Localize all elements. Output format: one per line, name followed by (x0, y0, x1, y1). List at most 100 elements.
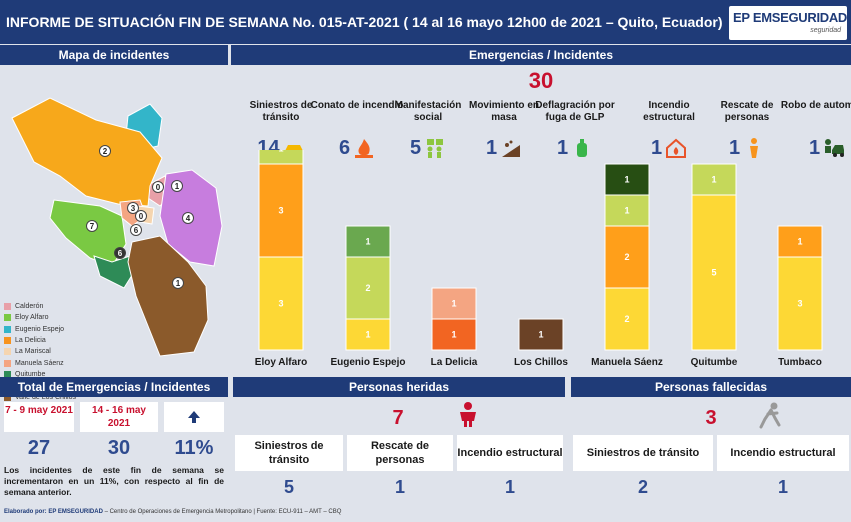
heridas-panel: 7 Siniestros de tránsito 5 Rescate de pers… (233, 397, 565, 502)
arrow-up-icon (188, 411, 200, 423)
bar-segment (258, 150, 304, 165)
category-label: Manifestación social (394, 100, 462, 123)
bar-segment (345, 318, 391, 351)
total-note: Los incidentes de este fin de semana se … (4, 465, 224, 497)
legend-label: La Mariscal (15, 348, 51, 356)
legend-swatch (4, 393, 11, 401)
heridas-col-value: 1 (504, 477, 515, 497)
legend-item: Calderón (4, 301, 76, 312)
landslide-icon (502, 140, 521, 157)
legend-swatch (4, 337, 11, 345)
category-count-cell: 1 (528, 135, 622, 161)
category-label: Conato de incendio (310, 100, 404, 111)
category-count: 1 (728, 136, 741, 159)
map-marker: 0 (152, 181, 164, 193)
heridas-total: 7 (392, 407, 404, 429)
category-count: 1 (485, 136, 498, 159)
map-region-la-delicia (11, 97, 163, 207)
category-count-cell: 1 (780, 135, 851, 161)
legend-swatch (4, 303, 11, 311)
footer-prefix: Elaborado por: EP EMSEGURIDAD (4, 509, 103, 515)
bar-data-label: 1 (451, 330, 456, 340)
legend-label: La Delicia (15, 337, 46, 345)
period-2: 14 - 16 may 2021 (80, 402, 158, 432)
fallecidas-panel: 3 Siniestros de tránsito 2 Incendio estruc… (571, 397, 851, 502)
bar-data-label: 5 (711, 268, 716, 278)
total-panel: 7 - 9 may 2021 14 - 16 may 2021 27 30 11… (0, 397, 228, 502)
bar-data-label: 1 (278, 150, 283, 154)
bar-segment (258, 256, 304, 351)
brand-logo: EP EMSEGURIDAD seguridad (729, 6, 847, 40)
bar-data-label: 1 (538, 330, 543, 340)
category-label: Deflagración por fuga de GLP (535, 100, 615, 123)
legend-item: Eloy Alfaro (4, 312, 76, 323)
bar-segment (777, 225, 823, 258)
bar-data-label: 2 (624, 252, 629, 262)
stacked-bar-chart: 3 3 1 1 2 1 1 1 1 2 2 1 1 5 1 3 1 (258, 150, 823, 351)
bar-segment (518, 318, 564, 351)
legend-label: Eugenio Espejo (15, 325, 65, 333)
fallecidas-col-label: Incendio estructural (717, 435, 849, 471)
legend-swatch (4, 314, 11, 322)
x-axis-label: Eugenio Espejo (330, 357, 406, 368)
fallecidas-col-value: 1 (777, 477, 788, 497)
brand-subtitle: seguridad (810, 27, 841, 34)
value-1: 27 (27, 437, 51, 459)
category-count: 1 (808, 136, 821, 159)
map-marker: 6 (114, 247, 126, 259)
fallecidas-title: Personas fallecidas (571, 377, 851, 397)
report-header: INFORME DE SITUACIÓN FIN DE SEMANA No. 0… (0, 0, 851, 44)
bar-data-label: 1 (624, 206, 629, 216)
bar-segment (431, 318, 477, 351)
report-footer: Elaborado por: EP EMSEGURIDAD – Centro d… (0, 504, 851, 522)
report-title: INFORME DE SITUACIÓN FIN DE SEMANA No. 0… (6, 14, 723, 30)
map-marker: 1 (172, 277, 184, 289)
x-axis-label: Manuela Sáenz (591, 357, 663, 368)
map-title: Mapa de incidentes (0, 45, 228, 65)
map-marker: 2 (99, 145, 111, 157)
fallen-person-icon (759, 402, 781, 429)
legend-item: Manuela Sáenz (4, 357, 76, 368)
footer-text: – Centro de Operaciones de Emergencia Me… (102, 509, 342, 515)
map-marker: 7 (86, 220, 98, 232)
legend-label: Valle de Los Chillos (15, 393, 76, 401)
category-count-cell: 1 (457, 135, 551, 161)
bar-segment (431, 287, 477, 320)
legend-label: Eloy Alfaro (15, 314, 49, 322)
fallecidas-total: 3 (705, 407, 717, 429)
rescue-person-icon (750, 138, 759, 158)
legend-item: La Delicia (4, 335, 76, 346)
bar-data-label: 1 (711, 175, 716, 185)
heridas-col-label: Incendio estructural (457, 435, 563, 471)
category-count: 5 (409, 136, 422, 159)
category-count-cell: 5 (381, 135, 475, 161)
category-label: Rescate de personas (720, 100, 774, 123)
legend-swatch (4, 359, 11, 367)
bar-segment (258, 163, 304, 258)
legend-label: Calderón (15, 303, 44, 311)
heridas-col-value: 5 (283, 477, 294, 497)
x-axis-label: Quitumbe (690, 357, 738, 368)
legend-swatch (4, 348, 11, 356)
category-label: Robo de automotor (780, 100, 851, 111)
x-axis-label: Los Chillos (514, 357, 568, 368)
category-count-cell: 1 (622, 135, 716, 161)
arrow-cell (164, 402, 224, 432)
value-2: 30 (107, 437, 131, 459)
map-region-valle-chillos (127, 235, 209, 357)
legend-item: Valle de Los Chillos (4, 391, 76, 402)
injured-person-icon (460, 402, 476, 427)
bar-segment (604, 287, 650, 351)
heridas-col-label: Rescate de personas (347, 435, 453, 471)
x-axis-label: La Delicia (430, 357, 478, 368)
bar-segment (691, 194, 737, 351)
period-1: 7 - 9 may 2021 (4, 402, 74, 432)
legend-label: Quitumbe (15, 370, 46, 378)
house-fire-icon (666, 138, 687, 158)
heridas-title: Personas heridas (233, 377, 565, 397)
map-marker: 0 (135, 210, 147, 222)
change-percent: 11% (174, 437, 214, 459)
bar-segment (604, 194, 650, 227)
legend-item: Eugenio Espejo (4, 324, 76, 335)
bar-data-label: 3 (797, 299, 802, 309)
